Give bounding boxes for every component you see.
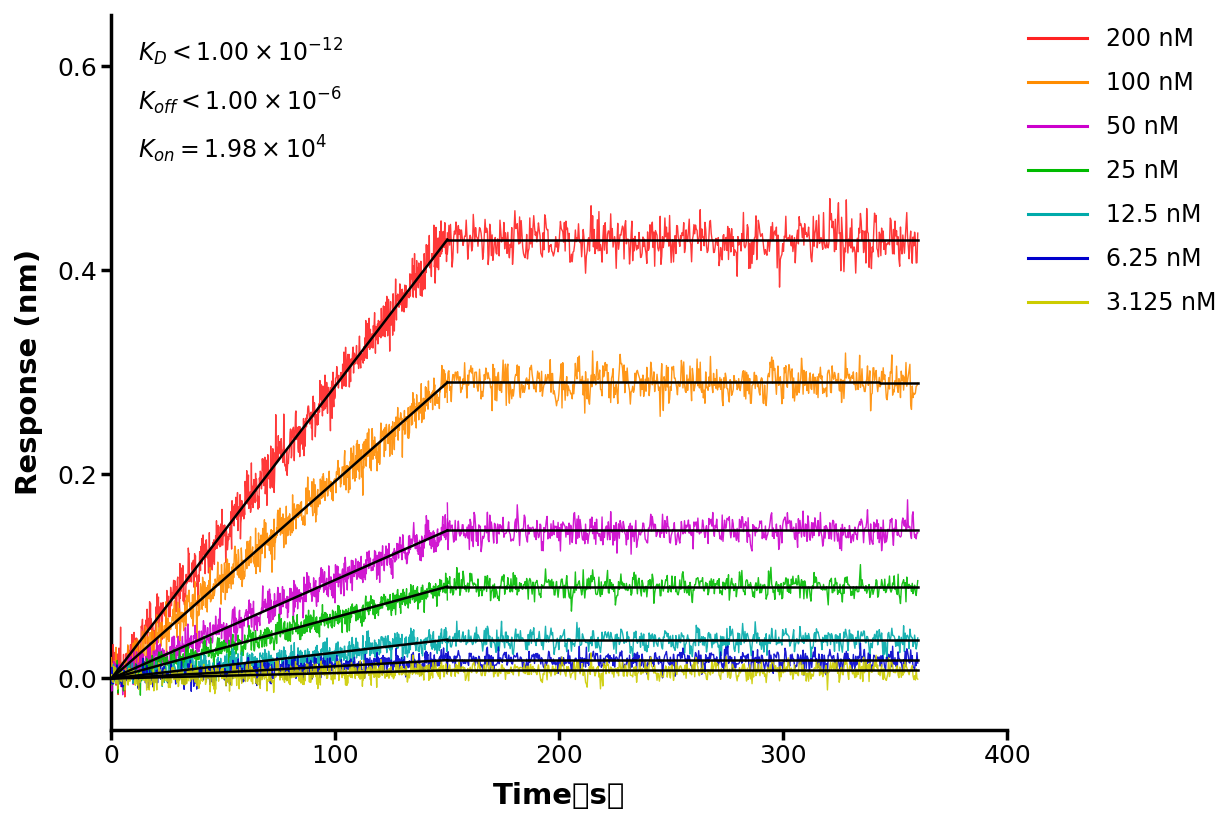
Y-axis label: Response (nm): Response (nm) bbox=[15, 249, 43, 495]
Text: $K_D<1.00\times10^{-12}$
$K_{off}<1.00\times10^{-6}$
$K_{on}=1.98\times10^{4}$: $K_D<1.00\times10^{-12}$ $K_{off}<1.00\t… bbox=[138, 36, 344, 165]
Legend: 200 nM, 100 nM, 50 nM, 25 nM, 12.5 nM, 6.25 nM, 3.125 nM: 200 nM, 100 nM, 50 nM, 25 nM, 12.5 nM, 6… bbox=[1029, 26, 1216, 315]
X-axis label: Time（s）: Time（s） bbox=[493, 782, 626, 810]
